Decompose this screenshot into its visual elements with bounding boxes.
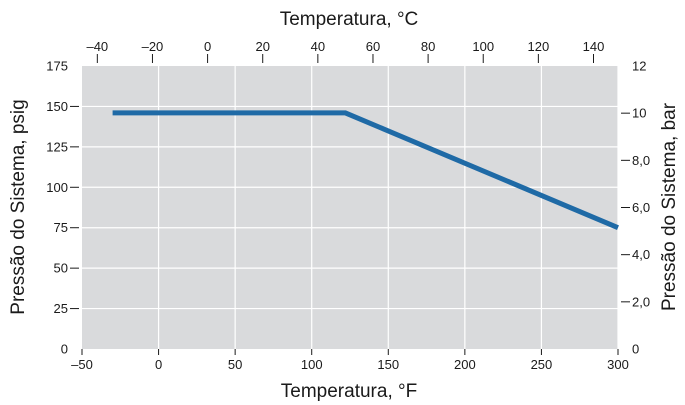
- left-tick-label: 100: [46, 180, 68, 195]
- bottom-tick-label: 300: [607, 357, 629, 372]
- bottom-axis-title: Temperatura, °F: [281, 381, 417, 402]
- top-tick-label: –40: [86, 39, 108, 54]
- right-tick-label: 10: [632, 106, 646, 121]
- right-tick-label: 4,0: [632, 247, 650, 262]
- right-tick-label: 0: [632, 342, 639, 357]
- series-line-0: [112, 110, 619, 231]
- left-tick-label: 25: [54, 301, 68, 316]
- top-tick-label: 20: [255, 39, 269, 54]
- bottom-tick-label: 250: [531, 357, 553, 372]
- left-tick-label: 125: [46, 139, 68, 154]
- top-tick-label: 0: [204, 39, 211, 54]
- bottom-tick-label: 150: [377, 357, 399, 372]
- top-tick-label: 80: [421, 39, 435, 54]
- top-tick-label: 140: [583, 39, 605, 54]
- top-tick-label: 60: [366, 39, 380, 54]
- top-tick-label: 120: [528, 39, 550, 54]
- top-tick-label: 100: [472, 39, 494, 54]
- bottom-tick-label: –50: [71, 357, 93, 372]
- right-tick-label: 12: [632, 59, 646, 74]
- right-tick-label: 6,0: [632, 200, 650, 215]
- plot-area: [82, 66, 618, 349]
- right-tick-label: 2,0: [632, 294, 650, 309]
- right-axis-title: Pressão do Sistema, bar: [659, 102, 680, 311]
- bottom-tick-label: 200: [454, 357, 476, 372]
- bottom-tick-label: 0: [155, 357, 162, 372]
- top-tick-label: 40: [311, 39, 325, 54]
- left-tick-label: 50: [54, 261, 68, 276]
- left-tick-label: 0: [61, 342, 68, 357]
- left-tick-label: 175: [46, 59, 68, 74]
- left-tick-label: 75: [54, 220, 68, 235]
- bottom-tick-label: 50: [228, 357, 242, 372]
- left-tick-label: 150: [46, 99, 68, 114]
- left-axis-title: Pressão do Sistema, psig: [8, 99, 29, 314]
- top-axis-title: Temperatura, °C: [280, 9, 419, 30]
- bottom-tick-label: 100: [301, 357, 323, 372]
- right-tick-label: 8,0: [632, 153, 650, 168]
- top-tick-label: –20: [142, 39, 164, 54]
